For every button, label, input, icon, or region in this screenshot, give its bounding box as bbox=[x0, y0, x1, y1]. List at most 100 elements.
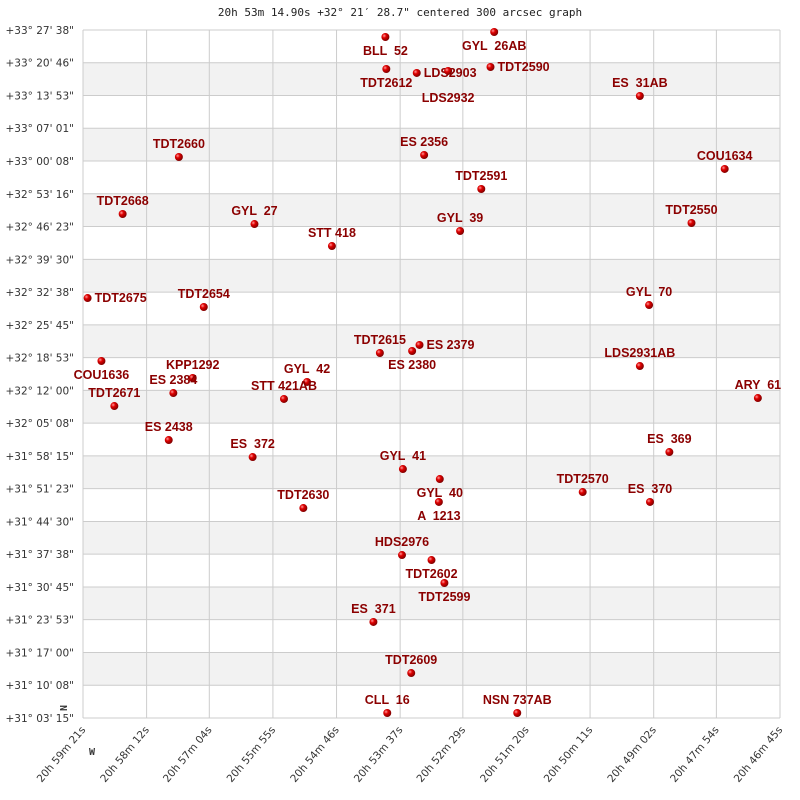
star-label: GYL 42 bbox=[284, 362, 330, 376]
star-point bbox=[97, 357, 106, 366]
star-label: TDT2550 bbox=[665, 203, 717, 217]
star-label: ES 2438 bbox=[145, 420, 193, 434]
y-tick-label: +32° 25' 45" bbox=[5, 320, 74, 332]
band-row bbox=[83, 324, 780, 358]
star-label: TDT2599 bbox=[418, 590, 470, 604]
star-marker: ES 2356 bbox=[400, 135, 448, 160]
y-tick-label: +31° 17' 00" bbox=[5, 647, 74, 659]
x-tick-label: 20h 55m 55s bbox=[225, 724, 279, 785]
star-label: ES 2379 bbox=[427, 338, 475, 352]
star-marker: TDT2660 bbox=[153, 137, 205, 161]
star-label: A 1213 bbox=[417, 509, 460, 523]
star-marker: NSN 737AB bbox=[483, 693, 552, 717]
star-point bbox=[408, 347, 417, 356]
star-point bbox=[578, 488, 587, 497]
x-tick-label: 20h 49m 02s bbox=[605, 724, 659, 785]
star-marker: ES 370 bbox=[628, 482, 672, 506]
star-marker: TDT2615 bbox=[354, 333, 406, 357]
star-point bbox=[434, 497, 443, 506]
star-label: TDT2602 bbox=[405, 567, 457, 581]
star-label: GYL 39 bbox=[437, 211, 483, 225]
star-point bbox=[248, 453, 257, 462]
star-marker: ARY 61 bbox=[735, 378, 781, 403]
star-label: TDT2590 bbox=[498, 60, 550, 74]
star-marker: GYL 70 bbox=[626, 285, 672, 310]
star-marker: COU1634 bbox=[697, 149, 753, 173]
star-marker: TDT2570 bbox=[557, 472, 609, 497]
star-label: TDT2609 bbox=[385, 653, 437, 667]
star-marker: BLL 52 bbox=[363, 32, 408, 58]
band-row bbox=[83, 586, 780, 620]
star-point bbox=[635, 91, 644, 100]
star-marker: TDT2671 bbox=[88, 386, 140, 411]
star-point bbox=[665, 448, 674, 457]
star-marker: ES 369 bbox=[647, 432, 692, 457]
star-label: COU1634 bbox=[697, 149, 753, 163]
plot-background bbox=[83, 30, 780, 718]
star-marker: A 1213 bbox=[417, 497, 461, 523]
star-label: HDS2976 bbox=[375, 535, 429, 549]
star-label: ES 2356 bbox=[400, 135, 448, 149]
y-tick-label: +32° 12' 00" bbox=[5, 385, 74, 397]
star-marker: ES 2384 bbox=[149, 373, 197, 398]
star-point bbox=[444, 66, 453, 75]
star-point bbox=[635, 362, 644, 371]
star-point bbox=[398, 465, 407, 474]
band-row bbox=[83, 193, 780, 227]
star-label: GYL 41 bbox=[380, 449, 426, 463]
star-label: ES 372 bbox=[230, 437, 275, 451]
star-point bbox=[369, 617, 378, 626]
star-label: TDT2671 bbox=[88, 386, 140, 400]
y-tick-label: +31° 10' 08" bbox=[5, 680, 74, 692]
star-marker: GYL 41 bbox=[380, 449, 426, 474]
star-point bbox=[303, 377, 312, 386]
star-point bbox=[383, 708, 392, 717]
star-label: COU1636 bbox=[74, 368, 130, 382]
star-label: CLL 16 bbox=[365, 693, 410, 707]
star-point bbox=[477, 184, 486, 193]
star-marker: ES 2379 bbox=[415, 338, 475, 352]
star-point bbox=[250, 220, 259, 229]
x-tick-label: 20h 53m 37s bbox=[352, 724, 406, 785]
star-point bbox=[420, 151, 429, 160]
star-point bbox=[199, 303, 208, 312]
star-label: NSN 737AB bbox=[483, 693, 552, 707]
star-label: TDT2570 bbox=[557, 472, 609, 486]
star-label: TDT2654 bbox=[178, 287, 230, 301]
x-tick-label: 20h 57m 04s bbox=[161, 724, 215, 785]
star-point bbox=[412, 68, 421, 77]
star-label: ES 31AB bbox=[612, 76, 668, 90]
chart-title: 20h 53m 14.90s +32° 21′ 28.7" centered 3… bbox=[218, 6, 582, 19]
y-tick-label: +33° 20' 46" bbox=[5, 58, 74, 70]
x-tick-label: 20h 59m 21s bbox=[35, 724, 89, 785]
y-tick-label: +31° 03' 15" bbox=[5, 713, 74, 725]
star-point bbox=[169, 389, 178, 398]
star-point bbox=[174, 152, 183, 161]
star-point bbox=[118, 210, 127, 219]
star-marker: TDT2609 bbox=[385, 653, 437, 678]
star-label: ES 2380 bbox=[388, 358, 436, 372]
star-marker: ES 372 bbox=[230, 437, 275, 462]
x-tick-label: 20h 52m 29s bbox=[415, 724, 469, 785]
star-point bbox=[486, 63, 495, 72]
star-label: TDT2615 bbox=[354, 333, 406, 347]
y-tick-label: +31° 23' 53" bbox=[5, 615, 74, 627]
star-marker: GYL 39 bbox=[437, 211, 483, 236]
star-label: ES 369 bbox=[647, 432, 692, 446]
star-label: ES 2384 bbox=[149, 373, 197, 387]
star-point bbox=[440, 578, 449, 587]
star-point bbox=[720, 164, 729, 173]
star-marker: HDS2976 bbox=[375, 535, 429, 560]
star-marker: TDT2590 bbox=[486, 60, 550, 74]
star-point bbox=[427, 556, 436, 565]
star-point bbox=[415, 340, 424, 349]
band-row bbox=[83, 259, 780, 293]
star-point bbox=[407, 669, 416, 678]
star-label: LDS2931AB bbox=[604, 346, 675, 360]
star-marker: ES 2438 bbox=[145, 420, 193, 445]
star-label: TDT2591 bbox=[455, 169, 507, 183]
star-marker: STT 418 bbox=[308, 226, 356, 251]
band-row bbox=[83, 455, 780, 489]
